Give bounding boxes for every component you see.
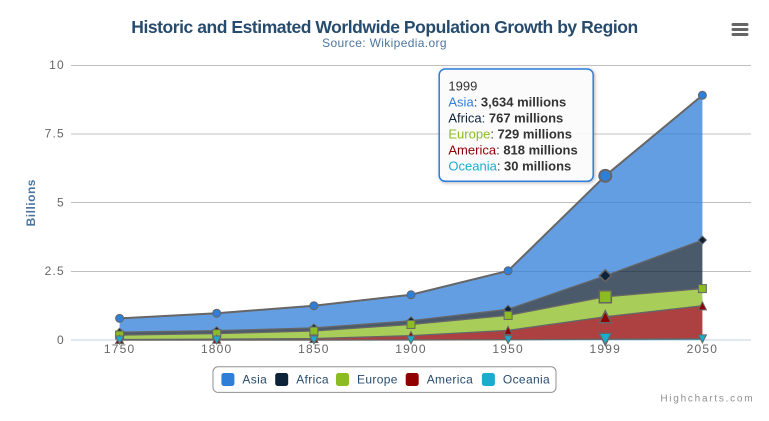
svg-text:1999: 1999: [448, 78, 477, 93]
svg-text:0: 0: [57, 333, 65, 347]
svg-text:Source: Wikipedia.org: Source: Wikipedia.org: [322, 36, 447, 50]
svg-text:10: 10: [49, 58, 65, 72]
svg-text:1999: 1999: [590, 342, 622, 356]
svg-text:America: 818 millions: America: 818 millions: [448, 142, 577, 157]
svg-text:1800: 1800: [201, 342, 233, 356]
svg-text:Highcharts.com: Highcharts.com: [660, 394, 754, 405]
svg-text:2050: 2050: [687, 342, 719, 356]
svg-text:5: 5: [57, 195, 65, 209]
svg-text:America: America: [427, 373, 473, 387]
svg-text:Historic and Estimated Worldwi: Historic and Estimated Worldwide Populat…: [131, 17, 637, 37]
svg-text:Oceania: Oceania: [503, 373, 550, 387]
svg-text:7.5: 7.5: [45, 127, 65, 141]
svg-text:Billions: Billions: [24, 179, 38, 226]
svg-text:Africa: 767 millions: Africa: 767 millions: [448, 110, 563, 125]
svg-text:Europe: 729 millions: Europe: 729 millions: [448, 126, 572, 141]
svg-text:1900: 1900: [395, 342, 427, 356]
svg-text:Africa: Africa: [296, 373, 329, 387]
svg-text:Oceania: 30 millions: Oceania: 30 millions: [448, 158, 571, 173]
svg-text:Asia: 3,634 millions: Asia: 3,634 millions: [448, 94, 566, 109]
svg-text:1850: 1850: [298, 342, 330, 356]
svg-text:1750: 1750: [104, 342, 136, 356]
svg-text:Asia: Asia: [242, 373, 267, 387]
svg-text:2.5: 2.5: [45, 264, 65, 278]
svg-text:1950: 1950: [492, 342, 524, 356]
svg-text:Europe: Europe: [357, 373, 398, 387]
